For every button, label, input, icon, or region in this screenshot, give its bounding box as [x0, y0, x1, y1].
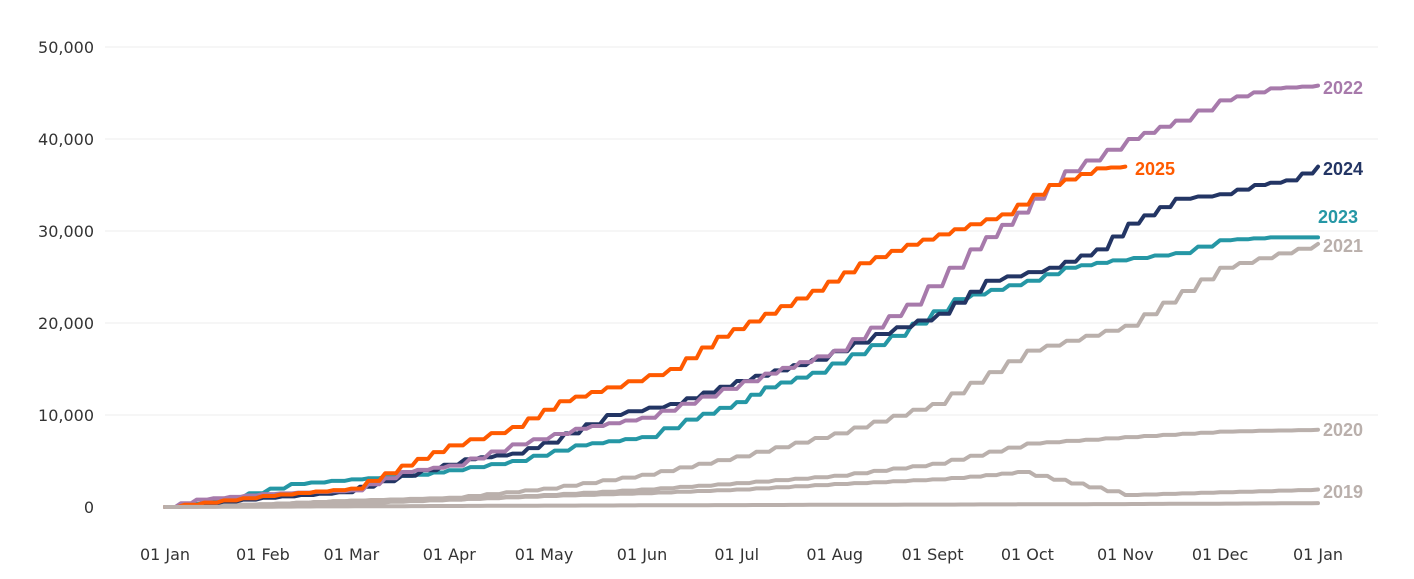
x-tick-label: 01 Jan — [1293, 545, 1343, 564]
series-end-label-2019: 2019 — [1323, 482, 1363, 502]
series-line-2025 — [163, 164, 1128, 509]
series-line-2021 — [163, 241, 1320, 509]
series-line-2019-base — [163, 501, 1320, 509]
series-end-label-2024: 2024 — [1323, 159, 1363, 179]
y-tick-label: 20,000 — [38, 314, 94, 333]
series-end-label-2025: 2025 — [1135, 159, 1175, 179]
y-tick-label: 40,000 — [38, 130, 94, 149]
x-axis-ticks: 01 Jan 01 Feb 01 Mar 01 Apr 01 May 01 Jun 01 J… — [140, 545, 1343, 564]
x-tick-label: 01 Jul — [714, 545, 759, 564]
x-tick-label: 01 Mar — [324, 545, 380, 564]
series-line-2022 — [163, 83, 1320, 509]
gridlines — [105, 46, 1378, 416]
y-tick-label: 10,000 — [38, 406, 94, 425]
series-lines — [163, 83, 1320, 509]
y-tick-label: 50,000 — [38, 38, 94, 57]
y-axis-ticks: 0 10,000 20,000 30,000 40,000 50,000 — [38, 38, 94, 517]
x-tick-label: 01 Jan — [140, 545, 190, 564]
y-tick-label: 30,000 — [38, 222, 94, 241]
x-tick-label: 01 Jun — [617, 545, 667, 564]
series-end-label-2020: 2020 — [1323, 420, 1363, 440]
series-end-label-2023: 2023 — [1318, 207, 1358, 227]
series-line-2023 — [163, 235, 1320, 509]
series-end-label-2021: 2021 — [1323, 236, 1363, 256]
series-line-2024 — [163, 164, 1320, 509]
x-tick-label: 01 Sept — [902, 545, 964, 564]
x-tick-label: 01 Feb — [236, 545, 290, 564]
x-tick-label: 01 Oct — [1001, 545, 1054, 564]
x-tick-label: 01 Nov — [1097, 545, 1154, 564]
x-tick-label: 01 Dec — [1192, 545, 1248, 564]
series-end-labels: 2022 2025 2024 2023 2021 2020 2019 — [1135, 78, 1363, 502]
series-line-2020line — [163, 427, 1320, 509]
series-end-label-2022: 2022 — [1323, 78, 1363, 98]
y-tick-label: 0 — [84, 498, 94, 517]
x-tick-label: 01 May — [515, 545, 574, 564]
x-tick-label: 01 Apr — [423, 545, 477, 564]
x-tick-label: 01 Aug — [806, 545, 863, 564]
